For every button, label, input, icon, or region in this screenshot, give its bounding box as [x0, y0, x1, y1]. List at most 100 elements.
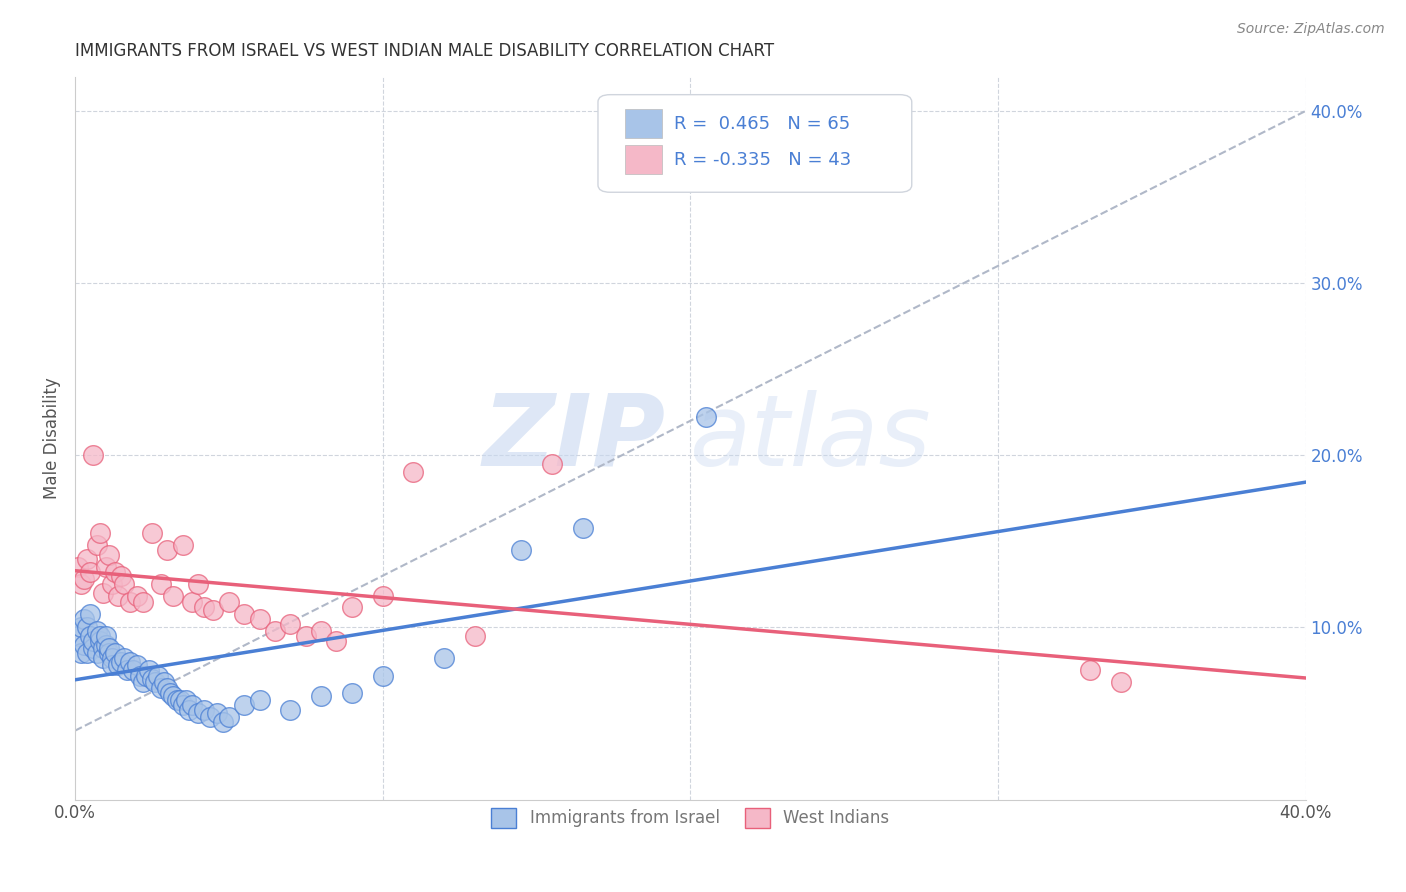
- Point: [94, 629, 117, 643]
- Point: [79, 607, 101, 621]
- Point: [249, 612, 271, 626]
- Point: [153, 675, 176, 690]
- Point: [82, 634, 104, 648]
- Point: [200, 710, 222, 724]
- Point: [280, 617, 302, 632]
- Point: [180, 698, 202, 712]
- Point: [187, 577, 209, 591]
- Point: [174, 692, 197, 706]
- Point: [172, 538, 194, 552]
- Point: [112, 577, 135, 591]
- Point: [125, 658, 148, 673]
- Point: [156, 681, 179, 695]
- Point: [249, 692, 271, 706]
- Point: [89, 634, 111, 648]
- Point: [110, 568, 132, 582]
- Point: [135, 668, 157, 682]
- Point: [101, 577, 124, 591]
- Point: [91, 651, 114, 665]
- Point: [70, 620, 93, 634]
- Point: [79, 629, 101, 643]
- Point: [89, 525, 111, 540]
- Point: [371, 590, 394, 604]
- Point: [131, 675, 153, 690]
- Text: R = -0.335   N = 43: R = -0.335 N = 43: [675, 151, 852, 169]
- Point: [464, 629, 486, 643]
- Point: [146, 668, 169, 682]
- Point: [86, 538, 108, 552]
- Point: [67, 629, 90, 643]
- Point: [143, 675, 166, 690]
- Point: [67, 560, 90, 574]
- Point: [1078, 664, 1101, 678]
- Point: [166, 692, 188, 706]
- Point: [325, 634, 347, 648]
- Point: [76, 646, 98, 660]
- Point: [94, 560, 117, 574]
- Point: [70, 646, 93, 660]
- Point: [150, 577, 173, 591]
- Point: [131, 594, 153, 608]
- Point: [571, 520, 593, 534]
- Point: [218, 710, 240, 724]
- Point: [76, 551, 98, 566]
- Point: [162, 690, 184, 704]
- Point: [340, 686, 363, 700]
- Point: [107, 590, 129, 604]
- Point: [101, 658, 124, 673]
- Point: [205, 706, 228, 721]
- FancyBboxPatch shape: [626, 145, 662, 174]
- FancyBboxPatch shape: [626, 109, 662, 138]
- Point: [122, 664, 145, 678]
- Point: [91, 586, 114, 600]
- Point: [172, 698, 194, 712]
- Point: [1109, 675, 1132, 690]
- Point: [193, 703, 215, 717]
- Point: [141, 672, 163, 686]
- Point: [180, 594, 202, 608]
- Point: [112, 651, 135, 665]
- Point: [695, 410, 717, 425]
- Point: [97, 646, 120, 660]
- Point: [86, 624, 108, 638]
- Point: [73, 638, 96, 652]
- Point: [97, 548, 120, 562]
- Point: [91, 641, 114, 656]
- Point: [79, 566, 101, 580]
- Text: IMMIGRANTS FROM ISRAEL VS WEST INDIAN MALE DISABILITY CORRELATION CHART: IMMIGRANTS FROM ISRAEL VS WEST INDIAN MA…: [75, 42, 775, 60]
- Point: [70, 577, 93, 591]
- Text: R =  0.465   N = 65: R = 0.465 N = 65: [675, 114, 851, 133]
- Point: [117, 664, 139, 678]
- Point: [294, 629, 316, 643]
- Point: [110, 655, 132, 669]
- Point: [120, 655, 142, 669]
- Point: [128, 668, 150, 682]
- Point: [433, 651, 456, 665]
- Point: [309, 624, 332, 638]
- Point: [156, 543, 179, 558]
- Point: [402, 466, 425, 480]
- Point: [309, 690, 332, 704]
- FancyBboxPatch shape: [598, 95, 911, 193]
- Point: [150, 681, 173, 695]
- Point: [211, 714, 233, 729]
- Y-axis label: Male Disability: Male Disability: [44, 377, 60, 499]
- Point: [233, 698, 256, 712]
- Point: [193, 599, 215, 614]
- Text: atlas: atlas: [690, 390, 932, 486]
- Point: [233, 607, 256, 621]
- Point: [540, 457, 562, 471]
- Point: [202, 603, 225, 617]
- Text: ZIP: ZIP: [482, 390, 665, 486]
- Point: [89, 629, 111, 643]
- Point: [107, 658, 129, 673]
- Text: Source: ZipAtlas.com: Source: ZipAtlas.com: [1237, 22, 1385, 37]
- Point: [187, 706, 209, 721]
- Point: [82, 448, 104, 462]
- Point: [280, 703, 302, 717]
- Point: [340, 599, 363, 614]
- Point: [104, 566, 127, 580]
- Point: [76, 620, 98, 634]
- Point: [104, 646, 127, 660]
- Legend: Immigrants from Israel, West Indians: Immigrants from Israel, West Indians: [485, 801, 896, 835]
